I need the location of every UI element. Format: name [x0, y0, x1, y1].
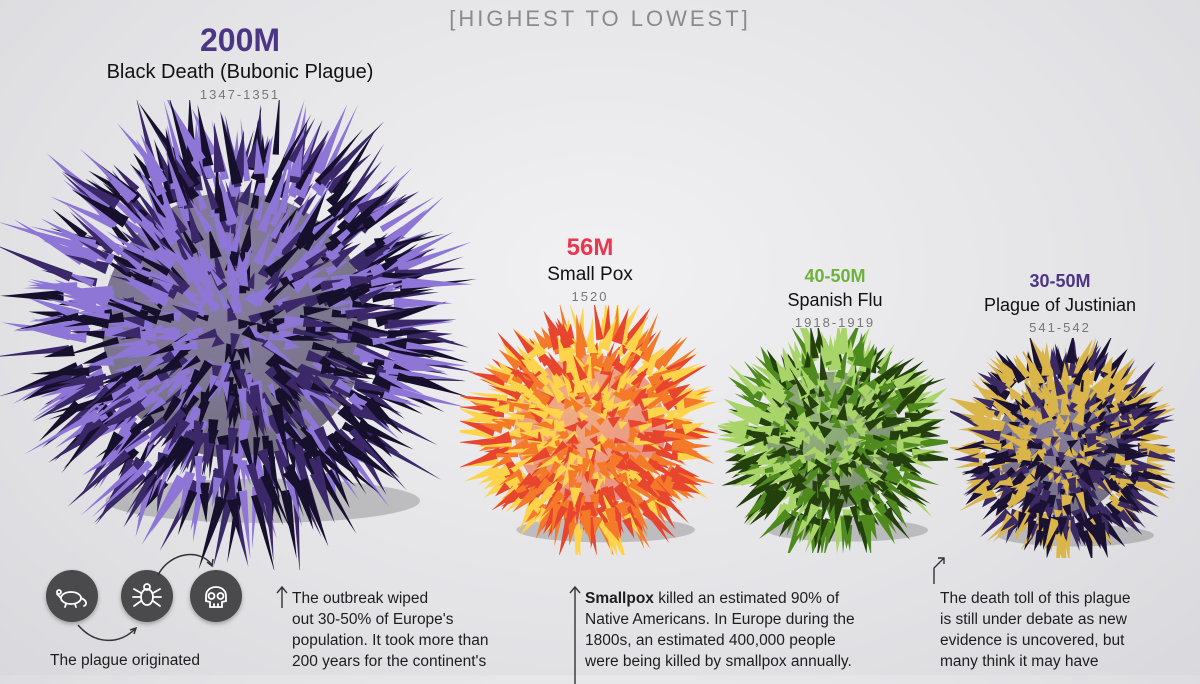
chart-subtitle: [HIGHEST TO LOWEST]	[449, 6, 751, 31]
pandemic-name: Small Pox	[547, 264, 633, 285]
rat-icon	[46, 570, 98, 622]
pandemic-plague-of-justinian: 30-50M Plague of Justinian 541-542	[950, 271, 1170, 335]
death-toll-value: 200M	[199, 22, 281, 58]
transmission-arrows	[77, 553, 214, 642]
smallpox-description: Smallpox killed an estimated 90% of Nati…	[569, 585, 905, 684]
pandemic-name: Plague of Justinian	[983, 295, 1137, 315]
pandemic-name: Black Death (Bubonic Plague)	[106, 61, 374, 83]
spanish-flu-virus-sphere	[718, 328, 948, 553]
pandemic-spanish-flu: 40-50M Spanish Flu 1918-1919	[735, 266, 935, 330]
plague-of-justinian-virus-sphere	[950, 338, 1175, 558]
up-arrow-icon	[276, 585, 288, 608]
pandemic-black-death: 200M Black Death (Bubonic Plague) 1347-1…	[40, 22, 440, 102]
black-death-description: The outbreak wiped out 30-50% of Europe'…	[276, 585, 552, 672]
pandemic-years: 1918-1919	[794, 315, 876, 330]
pandemic-years: 541-542	[1029, 320, 1091, 335]
pandemic-years: 1347-1351	[199, 87, 281, 102]
small-pox-virus-sphere	[460, 305, 719, 555]
pandemic-small-pox: 56M Small Pox 1520	[490, 234, 690, 304]
skull-icon	[190, 570, 242, 622]
black-death-virus-sphere	[0, 100, 477, 570]
justinian-description: The death toll of this plague is still u…	[933, 557, 1180, 672]
pandemic-years: 1520	[571, 289, 609, 304]
pandemic-name: Spanish Flu	[787, 290, 883, 310]
death-toll-value: 56M	[566, 234, 614, 261]
death-toll-value: 30-50M	[1029, 271, 1091, 291]
plague-origin-text: The plague originated	[50, 652, 200, 669]
up-arrow-icon	[569, 585, 581, 684]
flea-icon	[121, 570, 173, 622]
death-toll-value: 40-50M	[804, 266, 866, 286]
up-right-arrow-icon	[933, 557, 945, 584]
